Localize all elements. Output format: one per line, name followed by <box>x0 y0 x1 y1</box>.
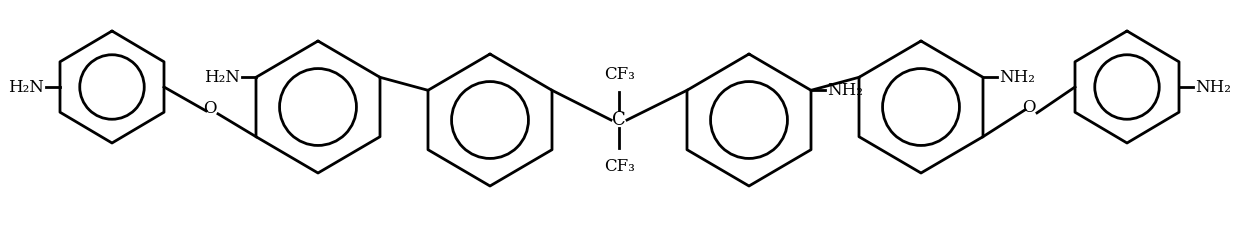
Text: H₂N: H₂N <box>204 68 240 86</box>
Text: NH₂: NH₂ <box>1194 78 1230 95</box>
Text: H₂N: H₂N <box>9 78 45 95</box>
Text: C: C <box>612 110 626 128</box>
Text: NH₂: NH₂ <box>826 82 862 98</box>
Text: O: O <box>203 100 217 117</box>
Text: CF₃: CF₃ <box>605 157 636 174</box>
Text: NH₂: NH₂ <box>999 68 1035 86</box>
Text: O: O <box>1022 99 1036 116</box>
Text: CF₃: CF₃ <box>605 66 636 83</box>
